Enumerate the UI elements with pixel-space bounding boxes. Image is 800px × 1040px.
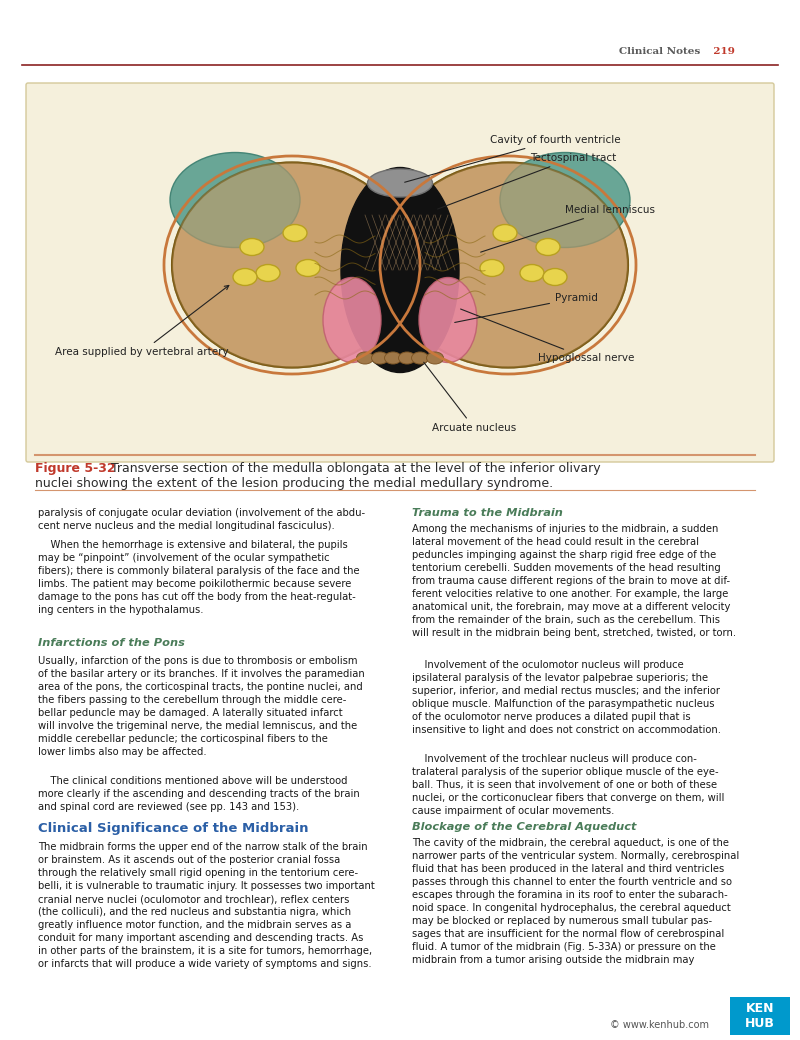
Ellipse shape <box>520 264 544 282</box>
Text: KEN
HUB: KEN HUB <box>745 1002 775 1030</box>
Circle shape <box>395 192 405 202</box>
Ellipse shape <box>341 167 459 372</box>
Text: Transverse section of the medulla oblongata at the level of the inferior olivary: Transverse section of the medulla oblong… <box>111 462 601 475</box>
Text: Involvement of the trochlear nucleus will produce con-
tralateral paralysis of t: Involvement of the trochlear nucleus wil… <box>412 754 724 816</box>
Ellipse shape <box>543 268 567 286</box>
Ellipse shape <box>385 352 402 364</box>
Text: Usually, infarction of the pons is due to thrombosis or embolism
of the basilar : Usually, infarction of the pons is due t… <box>38 656 365 757</box>
Text: Among the mechanisms of injuries to the midbrain, a sudden
lateral movement of t: Among the mechanisms of injuries to the … <box>412 524 736 639</box>
Text: Blockage of the Cerebral Aqueduct: Blockage of the Cerebral Aqueduct <box>412 822 637 832</box>
Ellipse shape <box>536 238 560 256</box>
Text: Arcuate nucleus: Arcuate nucleus <box>424 362 516 433</box>
Ellipse shape <box>323 278 381 363</box>
Text: Pyramid: Pyramid <box>454 293 598 322</box>
Text: When the hemorrhage is extensive and bilateral, the pupils
may be “pinpoint” (in: When the hemorrhage is extensive and bil… <box>38 540 360 616</box>
Text: Area supplied by vertebral artery: Area supplied by vertebral artery <box>55 285 229 357</box>
Circle shape <box>383 178 393 188</box>
Ellipse shape <box>358 210 442 276</box>
Text: The cavity of the midbrain, the cerebral aqueduct, is one of the
narrower parts : The cavity of the midbrain, the cerebral… <box>412 838 739 965</box>
Ellipse shape <box>388 162 628 367</box>
Text: Cavity of fourth ventricle: Cavity of fourth ventricle <box>405 135 621 182</box>
Circle shape <box>367 188 377 198</box>
Text: Tectospinal tract: Tectospinal tract <box>438 153 616 209</box>
Text: Infarctions of the Pons: Infarctions of the Pons <box>38 638 185 648</box>
Ellipse shape <box>367 168 433 197</box>
Ellipse shape <box>500 153 630 248</box>
Ellipse shape <box>480 260 504 277</box>
Ellipse shape <box>426 352 443 364</box>
Text: Trauma to the Midbrain: Trauma to the Midbrain <box>412 508 563 518</box>
Ellipse shape <box>233 268 257 286</box>
Ellipse shape <box>296 260 320 277</box>
Ellipse shape <box>283 225 307 241</box>
Ellipse shape <box>170 153 300 248</box>
Ellipse shape <box>419 278 477 363</box>
FancyBboxPatch shape <box>26 83 774 462</box>
Ellipse shape <box>398 352 415 364</box>
Text: Clinical Notes: Clinical Notes <box>618 47 700 56</box>
Text: Figure 5-32: Figure 5-32 <box>35 462 116 475</box>
Ellipse shape <box>493 225 517 241</box>
Ellipse shape <box>240 238 264 256</box>
Text: nuclei showing the extent of the lesion producing the medial medullary syndrome.: nuclei showing the extent of the lesion … <box>35 477 553 490</box>
Text: Medial lemniscus: Medial lemniscus <box>481 205 655 252</box>
Ellipse shape <box>357 352 374 364</box>
Ellipse shape <box>411 352 429 364</box>
Text: 219: 219 <box>706 47 735 56</box>
Text: paralysis of conjugate ocular deviation (involvement of the abdu-
cent nerve nuc: paralysis of conjugate ocular deviation … <box>38 508 365 531</box>
Text: Clinical Significance of the Midbrain: Clinical Significance of the Midbrain <box>38 822 309 835</box>
Text: Involvement of the oculomotor nucleus will produce
ipsilateral paralysis of the : Involvement of the oculomotor nucleus wi… <box>412 660 721 735</box>
Text: The clinical conditions mentioned above will be understood
more clearly if the a: The clinical conditions mentioned above … <box>38 776 360 812</box>
Ellipse shape <box>256 264 280 282</box>
Ellipse shape <box>371 352 389 364</box>
Circle shape <box>423 188 433 198</box>
Text: © www.kenhub.com: © www.kenhub.com <box>610 1020 710 1030</box>
FancyBboxPatch shape <box>730 997 790 1035</box>
Text: Hypoglossal nerve: Hypoglossal nerve <box>461 309 634 363</box>
Text: The midbrain forms the upper end of the narrow stalk of the brain
or brainstem. : The midbrain forms the upper end of the … <box>38 842 374 969</box>
Ellipse shape <box>172 162 412 367</box>
Ellipse shape <box>388 162 628 367</box>
Circle shape <box>407 178 417 188</box>
Ellipse shape <box>172 162 412 367</box>
